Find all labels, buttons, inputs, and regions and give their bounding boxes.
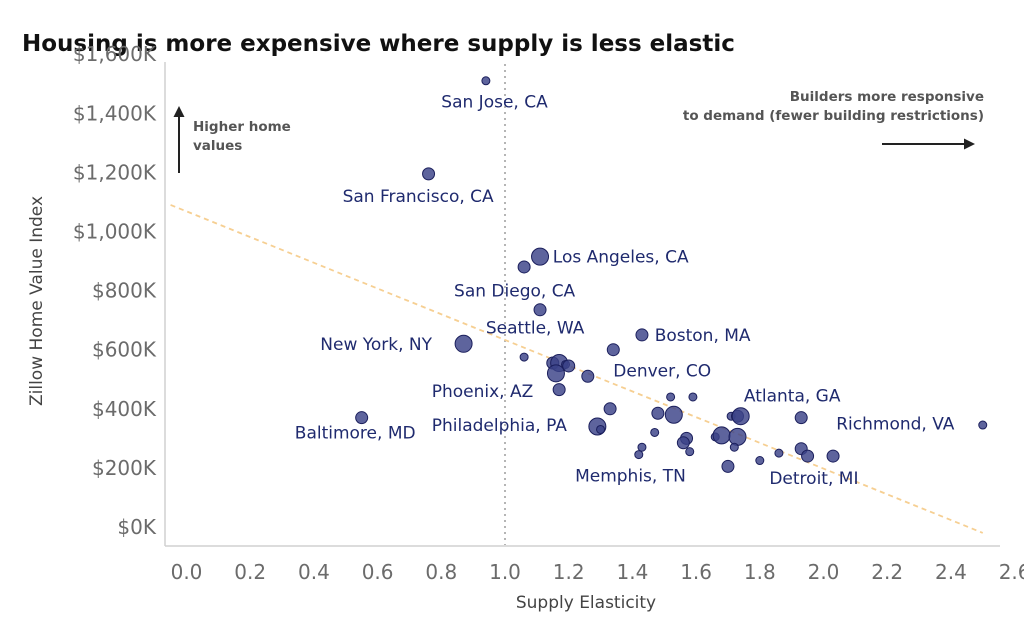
data-point — [676, 436, 690, 450]
city-label: Detroit, MI — [769, 469, 858, 489]
city-label: San Francisco, CA — [343, 187, 494, 207]
y-tick-label: $800K — [92, 279, 157, 303]
annotation-builders: Builders more responsive to demand (fewe… — [683, 89, 984, 150]
city-label: Boston, MA — [655, 326, 751, 346]
x-tick-label: 0.8 — [425, 560, 457, 584]
data-point — [606, 343, 620, 357]
data-point — [688, 392, 698, 402]
data-point — [637, 442, 647, 452]
city-label: Philadelphia, PA — [432, 416, 568, 436]
x-tick-label: 2.2 — [871, 560, 903, 584]
data-point — [721, 459, 735, 473]
x-tick-label: 2.6 — [999, 560, 1024, 584]
up-arrowhead-icon — [173, 106, 185, 117]
data-point — [596, 424, 606, 434]
city-label: Atlanta, GA — [744, 387, 841, 407]
city-label: Memphis, TN — [575, 466, 686, 486]
city-label: Richmond, VA — [836, 415, 955, 435]
data-point — [664, 405, 683, 424]
trend-line — [170, 204, 984, 534]
x-tick-label: 1.2 — [553, 560, 585, 584]
x-tick-labels: 0.0 0.2 0.4 0.6 0.8 1.0 1.2 1.4 1.6 1.8 2.0 2.2 2.4 2… — [171, 560, 1024, 584]
data-point — [650, 427, 660, 437]
y-tick-label: $0K — [117, 515, 156, 539]
data-point — [634, 450, 644, 460]
y-axis-label: Zillow Home Value Index — [27, 196, 47, 406]
y-tick-label: $1,200K — [73, 160, 157, 184]
data-point — [562, 359, 576, 373]
data-point — [519, 352, 529, 362]
data-point — [481, 76, 491, 86]
city-label: Phoenix, AZ — [432, 382, 534, 402]
data-point — [666, 392, 676, 402]
x-tick-label: 1.8 — [744, 560, 776, 584]
data-point — [794, 411, 808, 425]
data-point — [685, 447, 695, 457]
data-point — [454, 334, 473, 353]
city-label: Los Angeles, CA — [553, 248, 689, 268]
data-point — [801, 449, 815, 463]
annotation-higher-values: Higher home values — [173, 106, 291, 173]
data-point — [712, 426, 731, 445]
annotation-left-line1: Higher home — [193, 119, 291, 135]
data-point — [517, 260, 531, 274]
data-point — [755, 456, 765, 466]
data-point — [546, 364, 565, 383]
data-point — [355, 411, 369, 425]
right-arrowhead-icon — [964, 138, 975, 150]
trend-line-layer — [170, 204, 984, 534]
city-label: Seattle, WA — [486, 319, 585, 339]
chart-title: Housing is more expensive where supply i… — [22, 31, 735, 57]
city-label: Baltimore, MD — [295, 423, 416, 443]
y-tick-label: $1,600K — [73, 42, 157, 66]
data-point — [728, 427, 747, 446]
city-label: Denver, CO — [613, 361, 711, 381]
y-tick-label: $600K — [92, 338, 157, 362]
y-tick-label: $400K — [92, 397, 157, 421]
data-point — [826, 449, 840, 463]
x-tick-label: 2.4 — [935, 560, 967, 584]
data-point — [603, 402, 617, 416]
x-tick-label: 1.4 — [616, 560, 648, 584]
city-label: San Jose, CA — [441, 92, 548, 112]
data-point — [581, 369, 595, 383]
x-tick-label: 1.0 — [489, 560, 521, 584]
city-label: San Diego, CA — [454, 282, 576, 302]
axes — [164, 62, 1000, 547]
y-tick-label: $200K — [92, 456, 157, 480]
city-labels: San Jose, CA San Francisco, CA Los Angeles… — [295, 92, 955, 489]
y-tick-label: $1,400K — [73, 101, 157, 125]
data-point — [533, 303, 547, 317]
annotation-right-line1: Builders more responsive — [790, 89, 984, 105]
data-points — [355, 76, 988, 473]
x-tick-label: 0.4 — [298, 560, 330, 584]
data-point — [651, 406, 665, 420]
x-tick-label: 0.6 — [362, 560, 394, 584]
x-axis-label: Supply Elasticity — [516, 593, 656, 613]
data-point — [978, 420, 988, 430]
data-point — [422, 167, 436, 181]
x-tick-label: 1.6 — [680, 560, 712, 584]
y-tick-labels: $0K $200K $400K $600K $800K $1,000K $1,200K $1,… — [73, 42, 157, 539]
data-point — [729, 442, 739, 452]
annotation-right-line2: to demand (fewer building restrictions) — [683, 108, 984, 124]
data-point — [774, 448, 784, 458]
x-tick-label: 0.2 — [234, 560, 266, 584]
x-tick-label: 2.0 — [808, 560, 840, 584]
y-tick-label: $1,000K — [73, 220, 157, 244]
data-point — [531, 247, 550, 266]
data-point — [731, 407, 750, 426]
city-label: New York, NY — [320, 335, 432, 355]
data-point — [552, 383, 566, 397]
data-point — [635, 328, 649, 342]
annotation-left-line2: values — [193, 138, 242, 154]
x-tick-label: 0.0 — [171, 560, 203, 584]
